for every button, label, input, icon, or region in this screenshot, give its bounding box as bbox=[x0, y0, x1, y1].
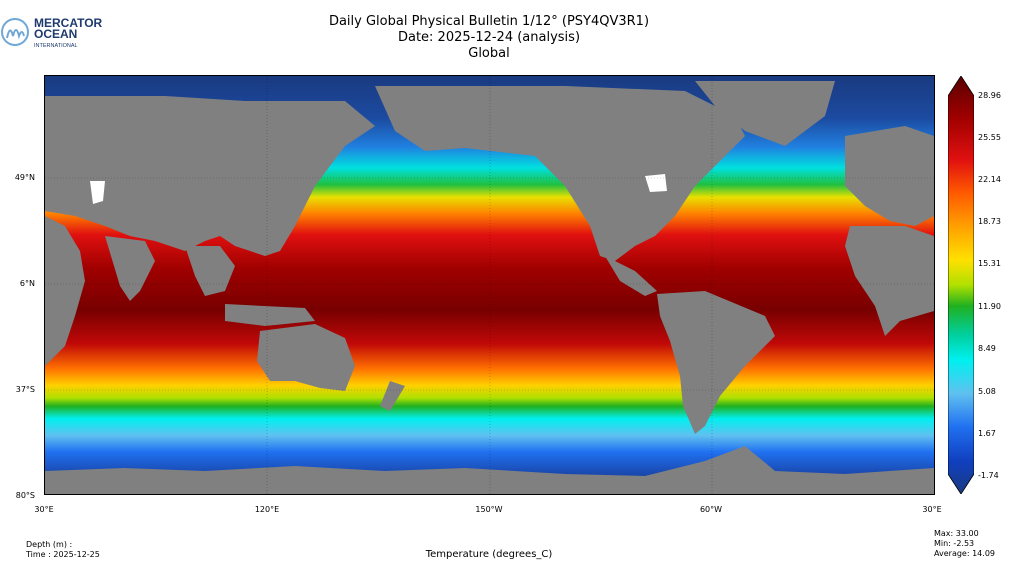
cbar-tick: 18.73 bbox=[978, 217, 1001, 226]
lat-label-6n: 6°N bbox=[19, 279, 35, 288]
land-indonesia bbox=[225, 304, 315, 326]
mercator-ocean-logo: MERCATOR OCEAN INTERNATIONAL bbox=[0, 14, 110, 50]
great-lakes bbox=[645, 174, 667, 192]
graticule bbox=[45, 76, 934, 494]
cbar-tick: 11.90 bbox=[978, 302, 1001, 311]
time-label: Time : 2025-12-25 bbox=[26, 550, 100, 559]
max-value: Max: 33.00 bbox=[934, 529, 979, 538]
cbar-tick: 5.08 bbox=[978, 387, 996, 396]
cbar-tick: 25.55 bbox=[978, 133, 1001, 142]
land-australia bbox=[257, 324, 355, 391]
land-greenland bbox=[695, 81, 835, 146]
land-masses bbox=[45, 81, 934, 494]
ice-lakes bbox=[90, 174, 667, 204]
caspian-sea bbox=[90, 181, 105, 204]
cbar-tick: -1.74 bbox=[978, 471, 999, 480]
land-antarctica bbox=[45, 446, 934, 494]
x-axis-label: Temperature (degrees_C) bbox=[425, 549, 553, 560]
lon-label-150w: 150°W bbox=[475, 505, 503, 514]
lat-label-37s: 37°S bbox=[15, 385, 35, 394]
lat-label-49n: 49°N bbox=[14, 173, 35, 182]
land-europe bbox=[845, 126, 934, 226]
land-west-africa bbox=[845, 226, 934, 336]
cbar-tick: 22.14 bbox=[978, 175, 1001, 184]
stats-info: Max: 33.00 Min: -2.53 Average: 14.09 bbox=[934, 529, 995, 559]
depth-time-info: Depth (m) : Time : 2025-12-25 bbox=[26, 540, 100, 560]
logo-text-2: OCEAN bbox=[34, 27, 77, 41]
sst-map bbox=[44, 75, 935, 495]
lon-label-120e: 120°E bbox=[254, 505, 280, 514]
min-value: Min: -2.53 bbox=[934, 539, 975, 548]
lon-label-30e-left: 30°E bbox=[34, 505, 54, 514]
colorbar-gradient bbox=[947, 75, 975, 495]
land-south-america bbox=[657, 291, 775, 434]
land-africa bbox=[45, 216, 85, 366]
land-eurasia bbox=[45, 96, 375, 256]
depth-label: Depth (m) : bbox=[26, 540, 73, 549]
colorbar bbox=[947, 75, 975, 495]
land-central-america bbox=[605, 256, 657, 296]
title-line-1: Daily Global Physical Bulletin 1/12° (PS… bbox=[328, 14, 650, 29]
chart-title: Daily Global Physical Bulletin 1/12° (PS… bbox=[289, 14, 689, 62]
mercator-m-logo bbox=[1, 18, 29, 46]
cbar-tick: 28.96 bbox=[978, 91, 1001, 100]
title-line-3: Global bbox=[468, 46, 510, 61]
land-india bbox=[105, 236, 155, 301]
cbar-tick: 8.49 bbox=[978, 344, 996, 353]
title-line-2: Date: 2025-12-24 (analysis) bbox=[397, 30, 581, 45]
lat-label-80s: 80°S bbox=[15, 491, 35, 500]
lon-label-30e-right: 30°E bbox=[922, 505, 942, 514]
land-southeast-asia bbox=[185, 246, 235, 296]
average-value: Average: 14.09 bbox=[934, 549, 995, 558]
lon-label-60w: 60°W bbox=[699, 505, 723, 514]
land-north-america bbox=[375, 86, 745, 261]
cbar-tick: 15.31 bbox=[978, 259, 1001, 268]
logo-text-3: INTERNATIONAL bbox=[34, 43, 78, 49]
land-new-zealand bbox=[380, 381, 405, 411]
cbar-tick: 1.67 bbox=[978, 429, 996, 438]
logo-text-1: MERCATOR bbox=[34, 16, 103, 30]
